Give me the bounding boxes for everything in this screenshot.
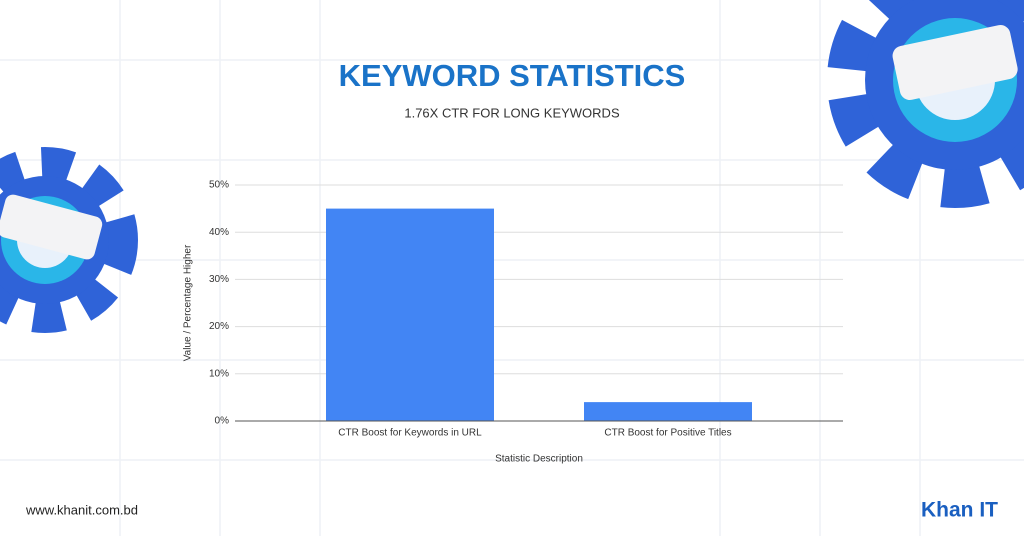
bar xyxy=(584,402,752,421)
y-tick-label: 30% xyxy=(209,274,229,285)
x-tick-label: CTR Boost for Positive Titles xyxy=(604,428,731,439)
y-tick-label: 10% xyxy=(209,368,229,379)
x-tick-label: CTR Boost for Keywords in URL xyxy=(338,428,482,439)
x-axis-label: Statistic Description xyxy=(495,454,583,465)
chart-title: KEYWORD STATISTICS xyxy=(339,58,686,93)
bar xyxy=(326,208,494,421)
y-tick-label: 40% xyxy=(209,227,229,238)
y-tick-label: 0% xyxy=(215,416,230,427)
y-axis-label: Value / Percentage Higher xyxy=(183,244,194,361)
website: www.khanit.com.bd xyxy=(25,502,138,517)
y-tick-label: 50% xyxy=(209,180,229,191)
y-tick-label: 20% xyxy=(209,321,229,332)
gear-right xyxy=(827,0,1024,208)
plot: 0% 10% 20% 30% 40% 50% CTR Boost for Keywords … xyxy=(209,180,843,439)
chart-subtitle: 1.76X CTR FOR LONG KEYWORDS xyxy=(404,105,620,120)
logo: Khan IT xyxy=(921,499,998,522)
gear-left xyxy=(0,147,138,333)
